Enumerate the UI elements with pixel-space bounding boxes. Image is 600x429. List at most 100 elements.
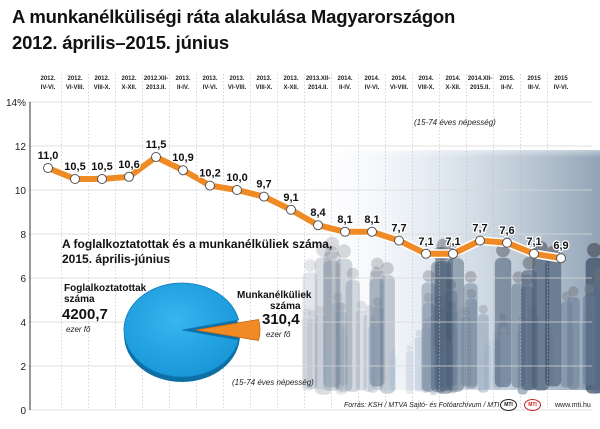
crowd-figure	[314, 242, 333, 395]
crowd-figure	[446, 301, 458, 394]
website-link[interactable]: www.mti.hu	[555, 402, 591, 409]
employed-label-line1: Foglalkoztatottak	[64, 283, 147, 294]
data-label: 7,1	[445, 236, 460, 248]
crowd-figure	[477, 304, 489, 393]
crowd-figure	[324, 348, 331, 391]
data-point	[43, 163, 53, 173]
chart-title-line1: A munkanélküliségi ráta alakulása Magyar…	[12, 6, 456, 27]
employed-label-line2: száma	[64, 294, 95, 305]
data-point	[475, 235, 485, 246]
x-tick-label-year: 2013.	[283, 76, 298, 82]
x-tick-label-year: 2012.	[67, 76, 82, 82]
x-tick-label-year: 2014.XII-	[468, 76, 492, 82]
data-label: 8,1	[364, 214, 379, 226]
crowd-figure	[430, 344, 438, 395]
crowd-figure	[335, 301, 347, 395]
y-tick-label: 8	[20, 230, 26, 241]
data-label: 7,7	[391, 223, 406, 235]
crowd-figure	[583, 283, 596, 386]
x-tick-label-months: VI-VIII.	[66, 85, 85, 91]
data-label: 7,1	[526, 236, 541, 248]
x-tick-label-months: VI-VIII.	[390, 85, 409, 91]
employed-value: 4200,7	[62, 306, 108, 323]
x-tick-label-months: 2015.II.	[470, 85, 490, 91]
mti-red-logo-icon: MTI	[524, 399, 541, 411]
pie-slice-unemployed	[195, 319, 261, 341]
data-label: 10,6	[118, 159, 139, 171]
x-tick-label-year: 2013.XII-	[306, 76, 330, 82]
data-point	[124, 171, 134, 182]
data-point	[232, 185, 242, 195]
crowd-figure	[455, 307, 466, 386]
x-tick-label-months: II-IV.	[339, 85, 351, 91]
data-label: 11,0	[38, 150, 59, 162]
pie-chart	[123, 282, 261, 382]
series-line	[45, 154, 564, 262]
crowd-figure	[521, 256, 537, 391]
crowd-figure	[389, 347, 397, 392]
unemployed-value: 310,4	[262, 311, 300, 328]
crowd-figure	[414, 329, 423, 392]
data-label: 10,0	[226, 172, 247, 184]
crowd-figure	[465, 288, 478, 387]
data-point	[205, 180, 215, 191]
data-point	[556, 253, 566, 264]
crowd-figure	[432, 334, 440, 386]
crowd-figure	[307, 310, 317, 389]
unemployed-label-line1: Munkanélküliek	[237, 290, 312, 301]
crowd-figure	[445, 341, 453, 388]
data-point	[340, 226, 350, 237]
crowd-figure	[335, 244, 353, 392]
x-tick-label-months: X-XII.	[121, 85, 136, 91]
crowd-figure	[332, 292, 344, 390]
x-tick-label-months: 2014.II.	[308, 85, 328, 91]
crowd-figure	[438, 338, 446, 393]
y-tick-label: 10	[15, 186, 27, 197]
crowd-figure	[484, 338, 492, 390]
data-label: 10,5	[64, 161, 85, 173]
x-tick-label-year: 2012.	[94, 76, 109, 82]
data-label: 11,5	[146, 139, 167, 151]
y-tick-label: 6	[20, 274, 26, 285]
data-label: 10,5	[91, 161, 112, 173]
x-tick-label-year: 2012.	[40, 76, 55, 82]
x-tick-label-year: 2014.	[445, 76, 460, 82]
y-tick-label: 0	[20, 406, 26, 417]
x-tick-label-months: 2013.II.	[146, 85, 166, 91]
unemployed-unit: ezer fő	[266, 330, 291, 339]
employed-unit: ezer fő	[66, 325, 91, 334]
crowd-figure	[406, 344, 413, 394]
data-point	[421, 248, 431, 259]
data-label: 10,2	[199, 168, 220, 180]
x-tick-label-months: II-IV.	[501, 85, 513, 91]
population-note-top: (15-74 éves népesség)	[414, 118, 496, 127]
crowd-figure	[499, 327, 508, 388]
crowd-figure	[367, 317, 378, 393]
data-point	[259, 191, 269, 202]
crowd-figure	[429, 345, 437, 395]
y-tick-label: 14%	[6, 98, 26, 109]
y-tick-label: 12	[15, 142, 27, 153]
x-tick-label-year: 2012.XII-	[144, 76, 168, 82]
data-point	[448, 248, 458, 259]
pie-subtitle-line1: A foglalkoztatottak és a munkanélküliek …	[62, 237, 333, 251]
crowd-figure	[323, 236, 341, 388]
crowd-figure	[444, 279, 458, 387]
chart-title-line2: 2012. április–2015. június	[12, 32, 229, 53]
data-point	[97, 174, 107, 184]
population-note-bottom: (15-74 éves népesség)	[232, 378, 314, 387]
data-point	[529, 248, 539, 259]
x-tick-label-year: 2013.	[229, 76, 244, 82]
pie-subtitle-line2: 2015. április-június	[62, 252, 171, 266]
crowd-figure	[379, 262, 395, 394]
data-label: 9,1	[283, 192, 298, 204]
pie-slice-employed	[123, 282, 240, 378]
x-tick-label-months: IV-VI.	[41, 85, 56, 91]
data-point	[70, 174, 80, 184]
data-point	[394, 235, 404, 246]
y-tick-label: 4	[20, 318, 26, 329]
data-label: 7,7	[472, 223, 487, 235]
crowd-figure	[323, 245, 340, 391]
